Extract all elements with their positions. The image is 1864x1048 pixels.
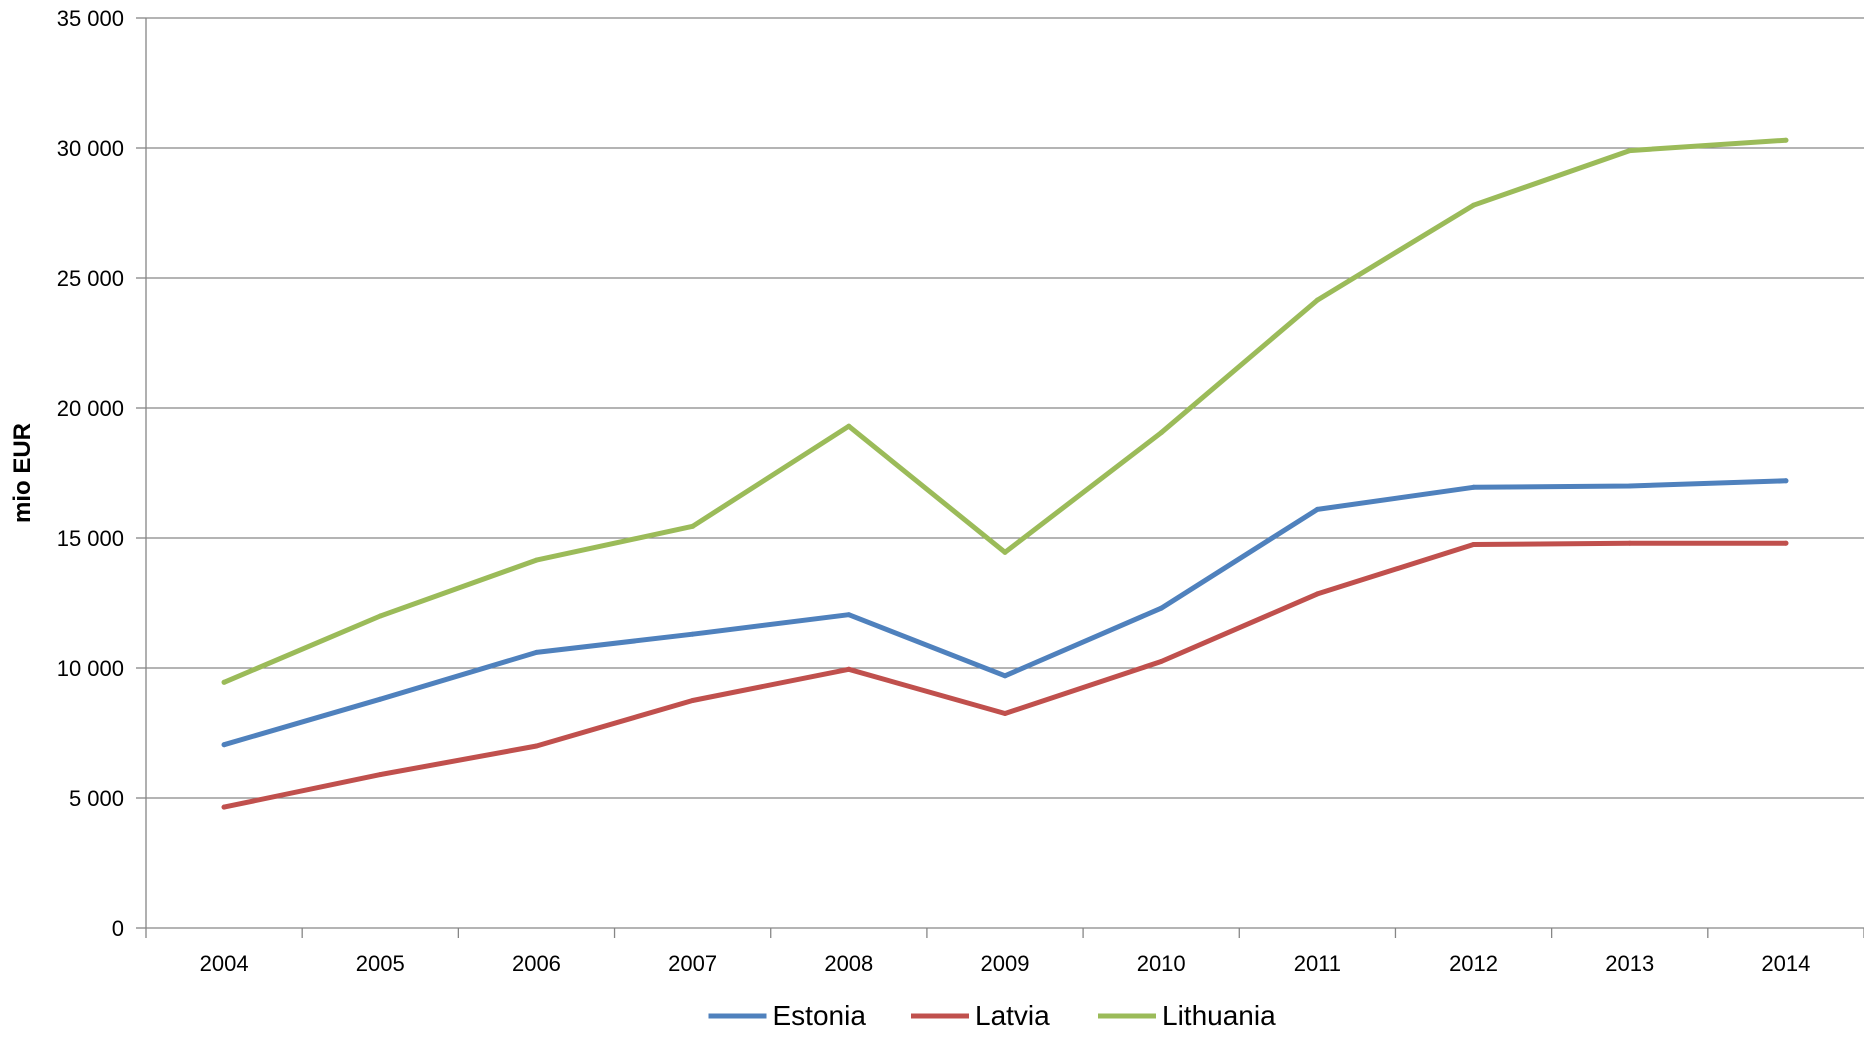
data-point-latvia	[221, 804, 227, 810]
data-point-estonia	[377, 696, 383, 702]
y-axis-title: mio EUR	[9, 423, 36, 523]
data-point-latvia	[690, 698, 696, 703]
axes	[145, 18, 1864, 938]
data-point-latvia	[1158, 659, 1164, 664]
y-tick-label: 20 000	[57, 396, 124, 421]
x-tick-label: 2014	[1761, 951, 1810, 976]
data-point-lithuania	[377, 613, 383, 619]
legend: Estonia Latvia Lithuania	[708, 1000, 1276, 1031]
y-tick-label: 10 000	[57, 656, 124, 681]
data-point-estonia	[221, 742, 227, 748]
x-tick-label: 2010	[1137, 951, 1186, 976]
y-tick-label: 35 000	[57, 6, 124, 31]
data-point-lithuania	[1471, 202, 1477, 208]
data-point-lithuania	[1783, 137, 1789, 143]
data-point-latvia	[377, 772, 383, 778]
data-point-estonia	[1627, 483, 1633, 489]
y-tick-label: 25 000	[57, 266, 124, 291]
data-point-latvia	[533, 743, 539, 749]
x-tick-label: 2008	[824, 951, 873, 976]
legend-item-lithuania: Lithuania	[1098, 1000, 1276, 1031]
y-tick-label: 30 000	[57, 136, 124, 161]
data-point-lithuania	[690, 523, 696, 529]
legend-label: Latvia	[975, 1000, 1050, 1031]
x-tick-label: 2005	[356, 951, 405, 976]
data-point-estonia	[533, 649, 539, 655]
x-tick-label: 2006	[512, 951, 561, 976]
data-point-estonia	[1002, 673, 1008, 679]
y-tick-label: 15 000	[57, 526, 124, 551]
data-point-latvia	[1627, 540, 1633, 546]
legend-item-estonia: Estonia	[708, 1000, 867, 1031]
data-point-estonia	[1783, 478, 1789, 484]
data-point-latvia	[1783, 540, 1789, 546]
data-point-lithuania	[1158, 430, 1164, 436]
data-point-estonia	[1158, 605, 1164, 611]
x-tick-label: 2007	[668, 951, 717, 976]
data-point-estonia	[846, 612, 852, 618]
x-tick-label: 2012	[1449, 951, 1498, 976]
data-point-lithuania	[1627, 148, 1633, 154]
data-point-lithuania	[1314, 297, 1320, 303]
series-line-lithuania	[221, 137, 1789, 685]
legend-label: Lithuania	[1162, 1000, 1276, 1031]
y-tick-labels: 0 5 000 10 000 15 000 20 000 25 000 30 000 35 0…	[57, 6, 124, 941]
x-tick-labels: 2004 2005 2006 2007 2008 2009 2010 2011 2012 2013…	[200, 951, 1811, 976]
data-point-lithuania	[846, 423, 852, 429]
legend-label: Estonia	[773, 1000, 867, 1031]
x-tick-label: 2013	[1605, 951, 1654, 976]
data-point-estonia	[690, 631, 696, 637]
data-point-latvia	[846, 666, 852, 672]
gridlines	[136, 17, 1864, 929]
data-point-latvia	[1471, 542, 1477, 547]
series-line-estonia	[221, 478, 1789, 748]
legend-item-latvia: Latvia	[911, 1000, 1050, 1031]
y-tick-label: 0	[112, 916, 124, 941]
x-tick-label: 2004	[200, 951, 249, 976]
x-tick-label: 2009	[981, 951, 1030, 976]
data-point-latvia	[1314, 591, 1320, 597]
data-point-lithuania	[1002, 549, 1008, 555]
data-series	[221, 137, 1789, 810]
data-point-estonia	[1471, 484, 1477, 490]
data-point-estonia	[1314, 506, 1320, 512]
data-point-latvia	[1002, 711, 1008, 716]
y-tick-label: 5 000	[69, 786, 124, 811]
x-tick-label: 2011	[1294, 951, 1341, 976]
data-point-lithuania	[533, 557, 539, 563]
data-point-lithuania	[221, 679, 227, 685]
